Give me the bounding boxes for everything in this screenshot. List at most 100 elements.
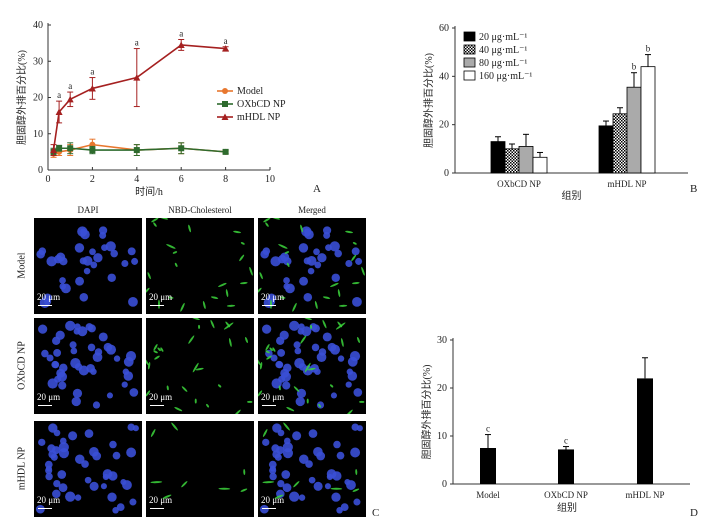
cholesterol-signal — [335, 322, 346, 330]
cholesterol-signal — [338, 304, 348, 307]
nucleus — [322, 332, 332, 342]
b-category-label: mHDL NP — [608, 179, 647, 189]
nucleus — [84, 429, 94, 438]
nucleus — [120, 478, 127, 485]
a-annotation: a — [90, 67, 94, 77]
a-legend-marker — [222, 88, 228, 94]
nucleus — [334, 249, 342, 258]
a-series-line — [53, 147, 226, 153]
nucleus — [47, 378, 58, 389]
cholesterol-signal — [181, 481, 188, 488]
nucleus — [98, 332, 108, 342]
nucleus — [282, 483, 292, 493]
a-annotation: a — [68, 81, 72, 91]
a-y-axis-title: 胆固醇外排百分比(%) — [15, 50, 28, 145]
cholesterol-signal — [262, 481, 275, 484]
nucleus — [279, 330, 289, 340]
nucleus — [283, 437, 291, 445]
scale-bar-label: 20 μm — [149, 292, 173, 302]
nucleus — [86, 363, 95, 373]
nucleus — [127, 423, 135, 431]
cholesterol-signal — [262, 428, 268, 438]
nucleus — [262, 324, 272, 334]
cholesterol-signal — [172, 251, 178, 254]
cholesterol-signal — [269, 347, 273, 352]
b-legend-label: 20 μg·mL⁻¹ — [479, 32, 527, 43]
row-label: Model — [16, 252, 28, 279]
cholesterol-signal — [198, 324, 201, 329]
nucleus — [295, 396, 305, 407]
nucleus — [61, 283, 71, 294]
a-x-tick-label: 4 — [134, 174, 139, 185]
nucleus — [92, 401, 101, 409]
cholesterol-signal — [188, 224, 191, 233]
nucleus — [69, 341, 77, 349]
nucleus — [87, 324, 96, 333]
cholesterol-signal — [352, 242, 357, 245]
nucleus — [110, 249, 118, 258]
nucleus — [89, 248, 96, 256]
cholesterol-signal — [191, 318, 200, 321]
nucleus — [318, 348, 327, 356]
cholesterol-signal — [210, 296, 219, 299]
nucleus — [352, 296, 362, 307]
d-annotation: c — [564, 436, 568, 446]
a-point — [50, 150, 57, 157]
nucleus — [316, 401, 325, 409]
micrograph-image — [36, 226, 139, 309]
a-point — [133, 147, 140, 154]
row-label: OXbCD NP — [16, 341, 28, 390]
scale-bar-label: 20 μm — [37, 392, 61, 402]
micrograph: 20 μm — [258, 318, 366, 414]
cholesterol-signal — [329, 384, 334, 388]
nucleus — [277, 429, 285, 437]
nucleus — [311, 343, 320, 352]
d-category-label: OXbCD NP — [544, 490, 588, 500]
nucleus — [83, 267, 91, 275]
nucleus — [311, 324, 320, 333]
cholesterol-signal — [245, 336, 248, 343]
a-point — [66, 95, 74, 103]
nucleus — [53, 429, 61, 437]
cholesterol-signal — [263, 218, 271, 223]
b-legend-swatch — [463, 70, 476, 81]
micrograph-image — [150, 422, 248, 499]
a-y-tick-label: 40 — [33, 20, 43, 31]
nucleus — [35, 504, 45, 514]
nucleus — [38, 438, 46, 446]
nucleus — [303, 257, 311, 265]
nucleus — [75, 276, 85, 286]
nucleus — [313, 248, 320, 256]
cholesterol-signal — [249, 266, 253, 276]
nucleus — [81, 460, 89, 468]
nucleus — [262, 438, 270, 446]
nucleus — [275, 360, 283, 369]
a-point — [67, 145, 74, 152]
nucleus — [45, 472, 53, 481]
a-point — [177, 41, 185, 48]
nucleus — [337, 355, 345, 362]
cholesterol-signal — [150, 428, 156, 438]
a-point — [88, 84, 96, 92]
cholesterol-signal — [233, 230, 241, 234]
a-point — [178, 145, 185, 152]
scale-bar — [150, 508, 164, 509]
cholesterol-signal — [147, 272, 151, 280]
scale-bar — [38, 508, 52, 509]
b-category-label: OXbCD NP — [497, 179, 541, 189]
cholesterol-signal — [240, 282, 248, 285]
cholesterol-signal — [151, 218, 159, 223]
nucleus — [282, 448, 293, 459]
cholesterol-signal — [352, 488, 360, 492]
a-point — [56, 145, 63, 152]
column-label: NBD-Cholesterol — [168, 205, 232, 215]
cholesterol-signal — [188, 335, 195, 344]
nucleus — [303, 292, 313, 302]
b-y-tick-label: 20 — [439, 120, 449, 131]
nucleus — [260, 249, 269, 259]
nucleus — [70, 347, 78, 355]
cholesterol-signal — [265, 222, 269, 227]
nucleus — [347, 356, 358, 367]
nucleus — [72, 388, 83, 399]
a-annotation: a — [57, 90, 61, 100]
